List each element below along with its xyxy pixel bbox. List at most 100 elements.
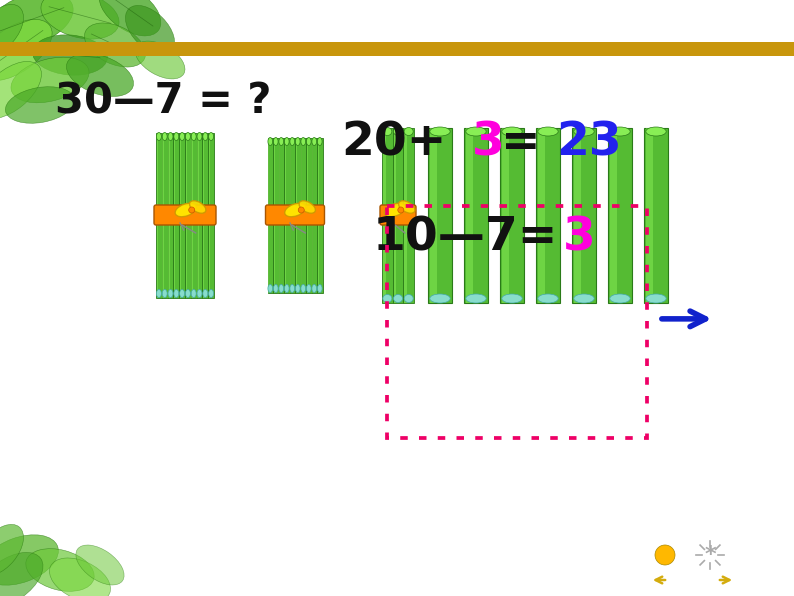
Bar — [318, 138, 319, 293]
Ellipse shape — [404, 294, 413, 303]
Ellipse shape — [502, 127, 522, 136]
Ellipse shape — [383, 128, 392, 135]
Ellipse shape — [209, 290, 214, 297]
Ellipse shape — [290, 284, 295, 293]
Bar — [268, 138, 269, 293]
Bar — [464, 128, 488, 303]
Bar — [197, 132, 202, 297]
Bar — [610, 128, 617, 303]
Bar — [203, 132, 204, 297]
Ellipse shape — [574, 127, 594, 136]
Ellipse shape — [0, 535, 59, 585]
Bar — [279, 138, 284, 293]
Ellipse shape — [301, 138, 306, 145]
Ellipse shape — [399, 201, 415, 213]
Ellipse shape — [190, 201, 206, 213]
Circle shape — [189, 207, 195, 213]
Bar — [185, 132, 191, 297]
Ellipse shape — [186, 132, 191, 141]
Ellipse shape — [0, 524, 24, 576]
Ellipse shape — [25, 549, 94, 591]
Ellipse shape — [646, 294, 666, 303]
Bar — [387, 206, 647, 438]
Ellipse shape — [168, 290, 173, 297]
Text: 3: 3 — [472, 120, 504, 166]
Ellipse shape — [273, 284, 278, 293]
Bar — [382, 128, 393, 303]
Bar — [284, 138, 286, 293]
Bar — [430, 128, 437, 303]
Ellipse shape — [76, 545, 124, 585]
Ellipse shape — [135, 41, 185, 79]
Bar — [644, 128, 668, 303]
Ellipse shape — [125, 5, 175, 55]
Ellipse shape — [318, 138, 322, 145]
Bar — [301, 138, 303, 293]
Ellipse shape — [301, 284, 306, 293]
Ellipse shape — [0, 552, 43, 596]
FancyBboxPatch shape — [265, 205, 325, 225]
Bar — [191, 132, 197, 297]
Bar — [179, 132, 185, 297]
Ellipse shape — [0, 4, 24, 55]
Bar — [572, 128, 596, 303]
Text: 10—7=: 10—7= — [373, 216, 558, 261]
Ellipse shape — [466, 294, 486, 303]
Bar — [404, 128, 407, 303]
Ellipse shape — [179, 132, 184, 141]
Ellipse shape — [295, 138, 300, 145]
Circle shape — [655, 545, 675, 565]
Ellipse shape — [156, 290, 161, 297]
Bar — [536, 128, 560, 303]
Ellipse shape — [404, 128, 413, 135]
Bar — [466, 128, 473, 303]
Ellipse shape — [285, 203, 306, 217]
Ellipse shape — [646, 127, 666, 136]
Bar — [295, 138, 297, 293]
Bar — [312, 138, 314, 293]
Bar — [179, 132, 181, 297]
Bar — [156, 132, 162, 297]
Bar — [290, 138, 295, 293]
Bar — [502, 128, 509, 303]
Bar — [186, 132, 187, 297]
Bar — [317, 138, 322, 293]
Ellipse shape — [191, 132, 196, 141]
Bar — [273, 138, 279, 293]
Bar — [156, 132, 158, 297]
Bar — [403, 128, 414, 303]
Ellipse shape — [11, 57, 89, 103]
Ellipse shape — [174, 290, 179, 297]
Bar — [311, 138, 317, 293]
Ellipse shape — [191, 290, 196, 297]
Bar — [191, 132, 193, 297]
Ellipse shape — [49, 558, 110, 596]
Bar — [162, 132, 168, 297]
Bar — [168, 132, 170, 297]
Ellipse shape — [299, 201, 315, 213]
Ellipse shape — [383, 294, 392, 303]
Ellipse shape — [168, 132, 173, 141]
Ellipse shape — [179, 290, 184, 297]
Ellipse shape — [279, 284, 283, 293]
Ellipse shape — [175, 203, 196, 217]
Ellipse shape — [6, 87, 75, 123]
Text: 20+: 20+ — [341, 120, 447, 166]
Bar — [290, 138, 291, 293]
Ellipse shape — [0, 20, 52, 80]
Bar — [279, 138, 280, 293]
Ellipse shape — [295, 284, 300, 293]
Ellipse shape — [67, 54, 133, 97]
Bar — [209, 132, 210, 297]
Bar — [306, 138, 308, 293]
Bar — [608, 128, 632, 303]
Ellipse shape — [384, 203, 406, 217]
Bar — [268, 138, 273, 293]
Ellipse shape — [306, 284, 311, 293]
Ellipse shape — [610, 127, 630, 136]
Ellipse shape — [306, 138, 311, 145]
Ellipse shape — [156, 132, 161, 141]
FancyBboxPatch shape — [154, 205, 216, 225]
Bar — [208, 132, 214, 297]
Ellipse shape — [312, 284, 317, 293]
